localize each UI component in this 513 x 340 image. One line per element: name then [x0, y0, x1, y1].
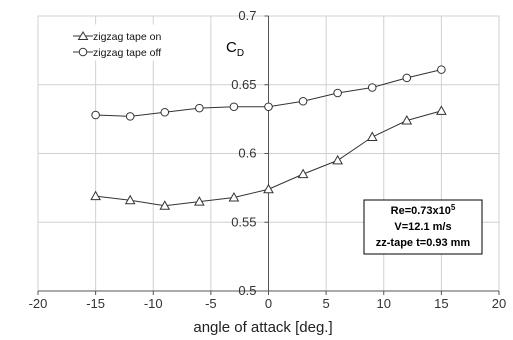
data-point-circle — [298, 96, 308, 106]
data-point-triangle — [90, 190, 101, 201]
series-circle — [91, 65, 446, 121]
annotation-box: Re=0.73x105 V=12.1 m/s zz-tape t=0.93 mm — [363, 199, 483, 255]
data-point-triangle — [228, 191, 240, 202]
data-point-circle — [264, 102, 273, 112]
data-point-circle — [91, 110, 100, 120]
legend-label-tape-on: zigzag tape on — [93, 31, 161, 43]
y-tick-label: 0.5 — [238, 283, 256, 298]
y-axis-label-subscript: D — [237, 48, 244, 59]
annotation-tape-thickness: zz-tape t=0.93 mm — [376, 237, 471, 249]
y-tick-label: 0.65 — [231, 77, 256, 92]
legend: zigzag tape on zigzag tape off — [66, 24, 181, 61]
y-axis-label: CD — [226, 39, 244, 59]
y-tick-label: 0.7 — [238, 8, 256, 23]
x-tick-label: 0 — [265, 296, 272, 311]
x-axis-title: angle of attack [deg.] — [193, 319, 332, 336]
annotation-reynolds: Re=0.73x105 — [391, 203, 456, 217]
triangle-marker-icon — [77, 31, 89, 40]
data-point-circle — [437, 65, 446, 74]
data-point-triangle — [366, 131, 378, 141]
data-point-triangle — [263, 183, 274, 194]
y-tick-label: 0.6 — [238, 146, 256, 161]
legend-item-zigzag-tape-on: zigzag tape on — [73, 31, 161, 43]
data-point-circle — [195, 103, 204, 113]
x-tick-label: -15 — [86, 296, 105, 311]
data-point-triangle — [159, 200, 171, 210]
tick-labels: 0.5 0.55 0.6 0.65 0.7 -20 -15 -10 -5 0 5 10 15 20 — [29, 8, 507, 311]
y-axis-label-main: C — [226, 39, 237, 56]
data-point-circle — [367, 83, 377, 92]
y-tick-label: 0.55 — [231, 214, 256, 229]
circle-marker-icon — [78, 47, 88, 57]
data-point-circle — [402, 73, 412, 83]
series-triangle — [90, 105, 447, 210]
annotation-frame — [363, 199, 483, 255]
data-point-triangle — [124, 194, 136, 205]
x-tick-label: 15 — [434, 296, 448, 311]
x-tick-label: 5 — [323, 296, 330, 311]
legend-item-zigzag-tape-off: zigzag tape off — [73, 47, 161, 59]
data-point-circle — [333, 88, 342, 98]
data-point-triangle — [332, 154, 344, 165]
x-tick-label: 10 — [377, 296, 391, 311]
data-point-circle — [229, 102, 239, 112]
data-point-circle — [125, 112, 135, 121]
x-tick-label: -10 — [144, 296, 163, 311]
data-point-triangle — [401, 114, 413, 125]
series-layer — [90, 65, 447, 210]
x-tick-label: -5 — [205, 296, 217, 311]
axes — [37, 15, 500, 295]
x-tick-label: -20 — [29, 296, 48, 311]
x-tick-label: 20 — [492, 296, 506, 311]
data-point-triangle — [436, 105, 447, 115]
data-point-triangle — [297, 168, 309, 179]
annotation-velocity: V=12.1 m/s — [394, 221, 451, 233]
data-point-triangle — [193, 196, 205, 206]
legend-label-tape-off: zigzag tape off — [93, 47, 161, 59]
data-point-circle — [160, 107, 170, 117]
